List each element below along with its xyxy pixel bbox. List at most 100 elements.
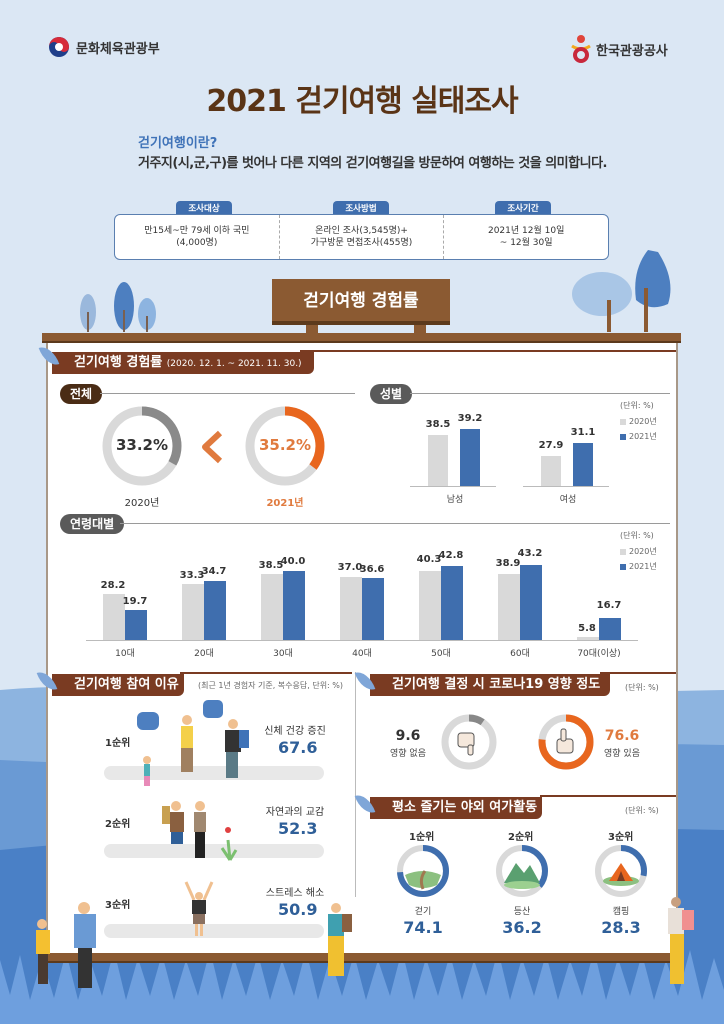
reason-value-3: 50.9 <box>278 900 318 919</box>
board-bottom-shelf <box>42 953 681 963</box>
experience-heading: 걷기여행 경험률 (2020. 12. 1. ~ 2021. 11. 30.) <box>52 352 314 374</box>
definition-question: 걷기여행이란? <box>138 136 218 151</box>
survey-target: 만15세~만 79세 이하 국민 (4,000명) <box>115 215 280 259</box>
gender-legend-2020: 2020년 <box>620 416 657 427</box>
hikers-illustration <box>137 700 249 786</box>
heading-period: (2020. 12. 1. ~ 2021. 11. 30.) <box>166 359 302 369</box>
bar-label: 40.3 <box>416 554 442 565</box>
bar-label: 37.0 <box>337 562 363 573</box>
legend-text: 2020년 <box>629 417 657 426</box>
bar-female-2021 <box>573 443 593 486</box>
leisure-label-1: 걷기 <box>414 907 432 917</box>
gender-bar-chart: 38.5 39.2 27.9 31.1 <box>408 386 608 486</box>
mountain-icon <box>504 863 540 889</box>
overall-2021-label: 2021년 <box>266 498 304 509</box>
bar-label: 5.8 <box>578 623 596 634</box>
age-legend-2021: 2021년 <box>620 561 657 572</box>
taegeuk-icon <box>49 37 69 57</box>
method-line2: 가구방문 면접조사(455명) <box>310 238 413 248</box>
bar-label: 36.6 <box>359 564 385 575</box>
bar-60s-2021 <box>520 565 542 640</box>
bar-male-2020 <box>428 435 448 486</box>
walkers-left-illustration <box>36 902 96 988</box>
thumbs-up-icon <box>556 728 574 754</box>
donut-2021 <box>245 406 325 486</box>
bar-50s-2020 <box>419 571 441 640</box>
target-line1: 만15세~만 79세 이하 국민 <box>144 226 250 236</box>
age-axis <box>86 640 638 641</box>
definition-answer: 거주지(시,군,구)를 벗어나 다른 지역의 걷기여행길을 방문하여 여행하는 … <box>138 156 607 171</box>
cat-70s: 70대(이상) <box>577 649 621 659</box>
kto-logo: 한국관광공사 <box>570 34 668 64</box>
cat-60s: 60대 <box>510 649 530 659</box>
bar-label: 19.7 <box>122 596 148 607</box>
walker-center-illustration <box>328 903 352 976</box>
reason-track-2 <box>104 844 324 858</box>
effect-value: 76.6 <box>604 728 640 744</box>
leisure-rank-2: 2순위 <box>508 832 534 843</box>
bar-female-2020 <box>541 456 561 486</box>
bar-20s-2020 <box>182 584 204 640</box>
reasons-heading: 걷기여행 참여 이유 <box>52 674 184 696</box>
tent-icon <box>603 863 639 886</box>
cat-50s: 50대 <box>431 649 451 659</box>
no-effect-label: 영향 없음 <box>390 749 426 759</box>
age-bar-chart: 28.2 19.7 33.3 34.7 38.5 40.0 37.0 36.6 … <box>86 548 646 640</box>
age-categories: 10대 20대 30대 40대 50대 60대 70대(이상) <box>86 646 646 660</box>
reason-label-1: 신체 건강 증진 <box>264 726 326 737</box>
bar-50s-2021 <box>441 566 463 640</box>
legend-swatch-gray <box>620 418 626 425</box>
legend-swatch-blue <box>620 563 626 570</box>
thumbs-down-icon <box>457 732 475 756</box>
bar-label: 38.5 <box>258 560 284 571</box>
leisure-unit: (단위: %) <box>625 806 659 815</box>
tab-survey-period: 조사기간 <box>495 201 551 217</box>
overall-2020-label: 2020년 <box>124 498 160 509</box>
reason-rank-1: 1순위 <box>105 738 131 749</box>
survey-period: 2021년 12월 10일 ~ 12월 30일 <box>444 215 608 259</box>
bar-label: 31.1 <box>570 427 596 438</box>
leisure-value-3: 28.3 <box>601 918 641 937</box>
bar-label: 33.3 <box>179 570 205 581</box>
cheering-person-illustration <box>184 881 214 936</box>
leisure-label-2: 등산 <box>513 907 531 917</box>
page-title: 2021 걷기여행 실태조사 <box>206 84 518 119</box>
bar-10s-2020 <box>103 594 125 640</box>
bar-label: 34.7 <box>201 566 227 577</box>
bar-10s-2021 <box>125 610 147 640</box>
leisure-rank-1: 1순위 <box>409 832 435 843</box>
gender-axis-male <box>410 486 496 487</box>
legend-swatch-gray <box>620 548 626 555</box>
section-sign: 걷기여행 경험률 <box>272 279 450 325</box>
gender-legend-2021: 2021년 <box>620 431 657 442</box>
less-than-chevron-icon <box>202 430 223 464</box>
cat-10s: 10대 <box>115 649 135 659</box>
bar-40s-2021 <box>362 578 384 640</box>
overall-pill: 전체 <box>60 384 103 404</box>
sign-post-left <box>306 325 318 335</box>
reason-value-1: 67.6 <box>278 738 318 757</box>
method-line1: 온라인 조사(3,545명)+ <box>315 226 408 236</box>
gender-pill: 성별 <box>370 384 413 404</box>
effect-label: 영향 있음 <box>604 749 640 759</box>
heading-text: 걷기여행 경험률 <box>74 355 163 370</box>
gender-axis-female <box>523 486 609 487</box>
bar-70s-2021 <box>599 618 621 640</box>
age-rule <box>120 523 670 524</box>
bar-label: 16.7 <box>596 600 622 611</box>
bar-label: 39.2 <box>457 413 483 424</box>
bar-label: 38.9 <box>495 558 521 569</box>
reasons-note: (최근 1년 경험자 기준, 복수응답, 단위: %) <box>198 681 344 690</box>
overall-2021-value: 35.2% <box>258 436 312 454</box>
period-line1: 2021년 12월 10일 <box>487 226 565 236</box>
cat-40s: 40대 <box>352 649 372 659</box>
cat-male: 남성 <box>446 495 464 505</box>
heading-rule <box>300 350 676 352</box>
reason-track-3 <box>104 924 324 938</box>
column-divider <box>355 672 356 897</box>
reason-label-2: 자연과의 교감 <box>265 807 325 818</box>
gender-unit: (단위: %) <box>620 401 654 410</box>
bar-30s-2021 <box>283 571 305 640</box>
survey-method: 온라인 조사(3,545명)+ 가구방문 면접조사(455명) <box>280 215 445 259</box>
legend-text: 2021년 <box>629 562 657 571</box>
